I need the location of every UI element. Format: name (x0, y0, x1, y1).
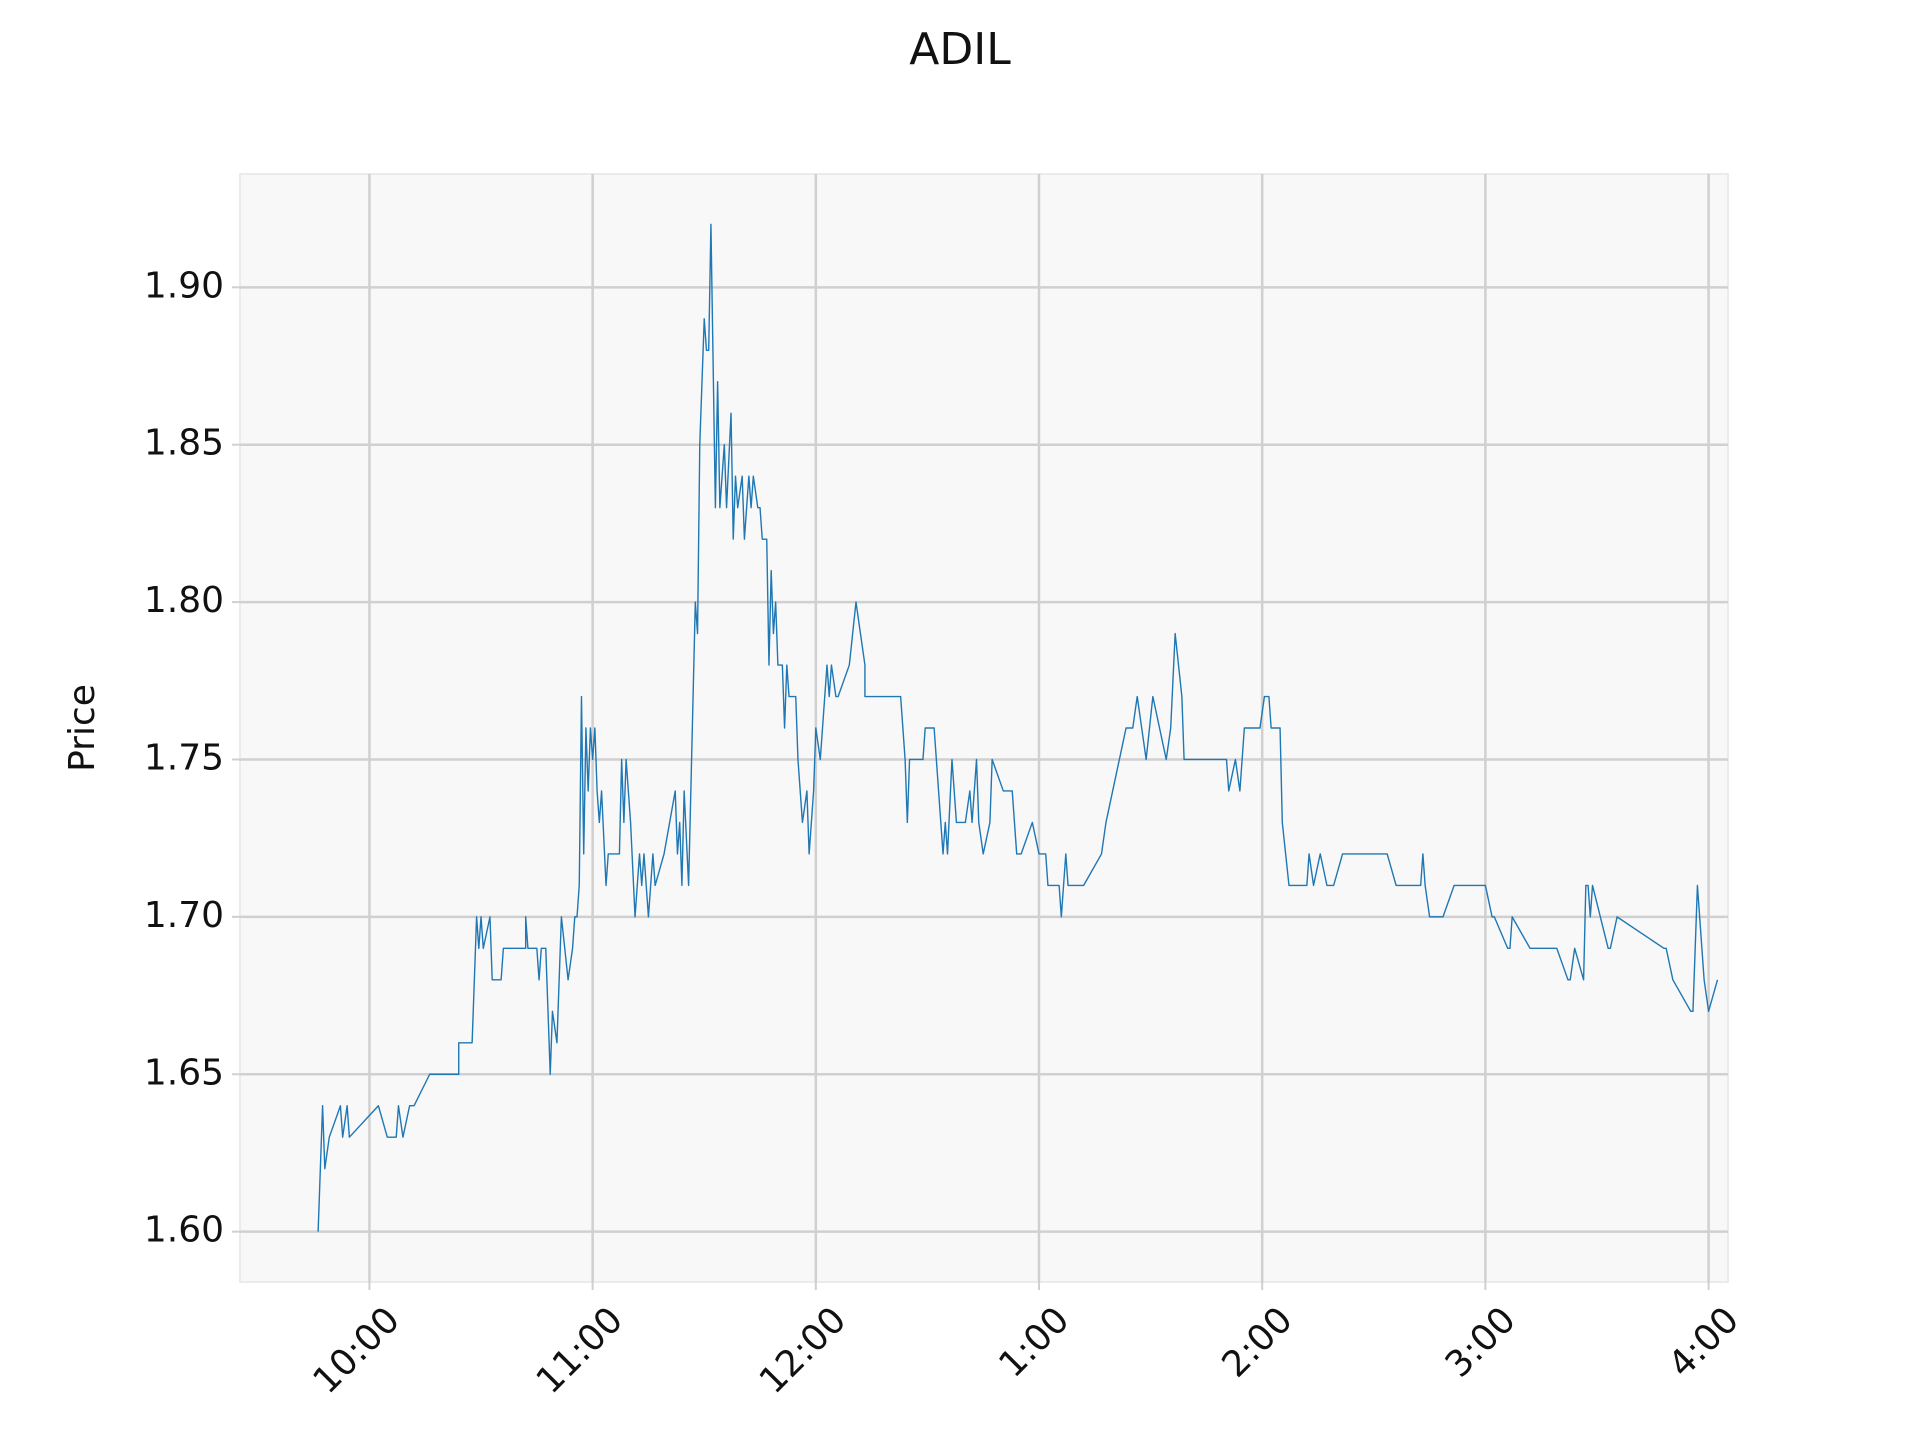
y-tick-label: 1.90 (144, 265, 224, 306)
x-tick-label: 12:00 (752, 1299, 854, 1401)
y-tick-label: 1.70 (144, 895, 224, 936)
x-tick-label: 11:00 (529, 1299, 631, 1401)
x-tick-label: 10:00 (306, 1299, 408, 1401)
x-tick-label: 1:00 (991, 1299, 1077, 1385)
y-axis-label: Price (62, 684, 103, 772)
y-tick-label: 1.80 (144, 580, 224, 621)
x-tick-label: 2:00 (1215, 1299, 1301, 1385)
plot-area (239, 173, 1729, 1283)
y-tick-label: 1.85 (144, 423, 224, 464)
chart-title: ADIL (909, 24, 1011, 75)
x-tick-label: 3:00 (1438, 1299, 1524, 1385)
y-tick-label: 1.60 (144, 1210, 224, 1251)
y-tick-label: 1.75 (144, 737, 224, 778)
y-tick-label: 1.65 (144, 1052, 224, 1093)
price-line (317, 223, 1719, 1232)
x-tick-label: 4:00 (1661, 1299, 1747, 1385)
